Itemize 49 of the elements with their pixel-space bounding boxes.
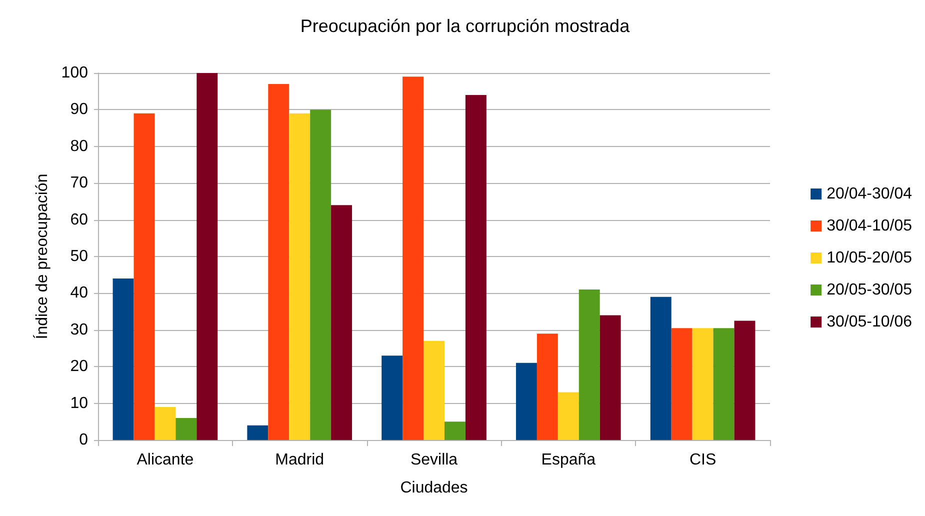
bar bbox=[176, 418, 197, 440]
legend-label: 20/04-30/04 bbox=[826, 186, 912, 202]
bar bbox=[444, 422, 466, 440]
bar bbox=[671, 328, 692, 440]
bar bbox=[402, 76, 424, 440]
y-tick-label: 50 bbox=[70, 248, 88, 265]
y-tick-label: 10 bbox=[70, 394, 88, 412]
bar bbox=[650, 296, 672, 440]
bar bbox=[465, 95, 486, 440]
x-axis-title: Ciudades bbox=[400, 480, 468, 496]
bar bbox=[196, 73, 218, 440]
x-tick-label: Alicante bbox=[136, 452, 194, 468]
y-tick-label: 0 bbox=[79, 432, 88, 448]
x-tick-label: Sevilla bbox=[410, 452, 458, 468]
bar bbox=[154, 406, 176, 440]
y-tick-label: 30 bbox=[70, 321, 88, 338]
bar bbox=[692, 328, 714, 440]
bar bbox=[268, 84, 290, 440]
y-tick-label: 20 bbox=[70, 358, 88, 376]
y-axis-title: Índice de preocupación bbox=[32, 174, 51, 340]
bar bbox=[600, 315, 621, 440]
y-tick-label: 70 bbox=[70, 174, 88, 192]
legend-label: 20/05-30/05 bbox=[826, 282, 912, 298]
bar bbox=[558, 392, 579, 440]
y-tick-label: 80 bbox=[70, 138, 88, 155]
chart-title: Preocupación por la corrupción mostrada bbox=[300, 16, 631, 36]
y-tick-label: 100 bbox=[61, 64, 88, 82]
y-tick-label: 40 bbox=[70, 284, 88, 302]
x-tick-label: Madrid bbox=[275, 452, 324, 468]
legend-label: 30/04-10/05 bbox=[826, 218, 912, 234]
x-tick-label: CIS bbox=[689, 452, 716, 468]
bar bbox=[536, 334, 558, 440]
bar bbox=[713, 328, 734, 440]
bar bbox=[247, 425, 268, 440]
bar bbox=[734, 320, 756, 440]
bar bbox=[289, 113, 310, 440]
bar bbox=[382, 356, 403, 440]
legend-label: 10/05-20/05 bbox=[826, 250, 912, 266]
x-tick-label: España bbox=[541, 452, 596, 468]
bar bbox=[424, 340, 444, 440]
bar bbox=[310, 110, 332, 440]
legend-label: 30/05-10/06 bbox=[826, 314, 912, 330]
y-tick-label: 90 bbox=[70, 101, 88, 118]
bar bbox=[134, 113, 155, 440]
bar bbox=[331, 205, 352, 440]
y-tick-label: 60 bbox=[70, 211, 88, 228]
bar bbox=[112, 278, 134, 440]
bar bbox=[578, 290, 600, 440]
bar bbox=[516, 362, 537, 440]
